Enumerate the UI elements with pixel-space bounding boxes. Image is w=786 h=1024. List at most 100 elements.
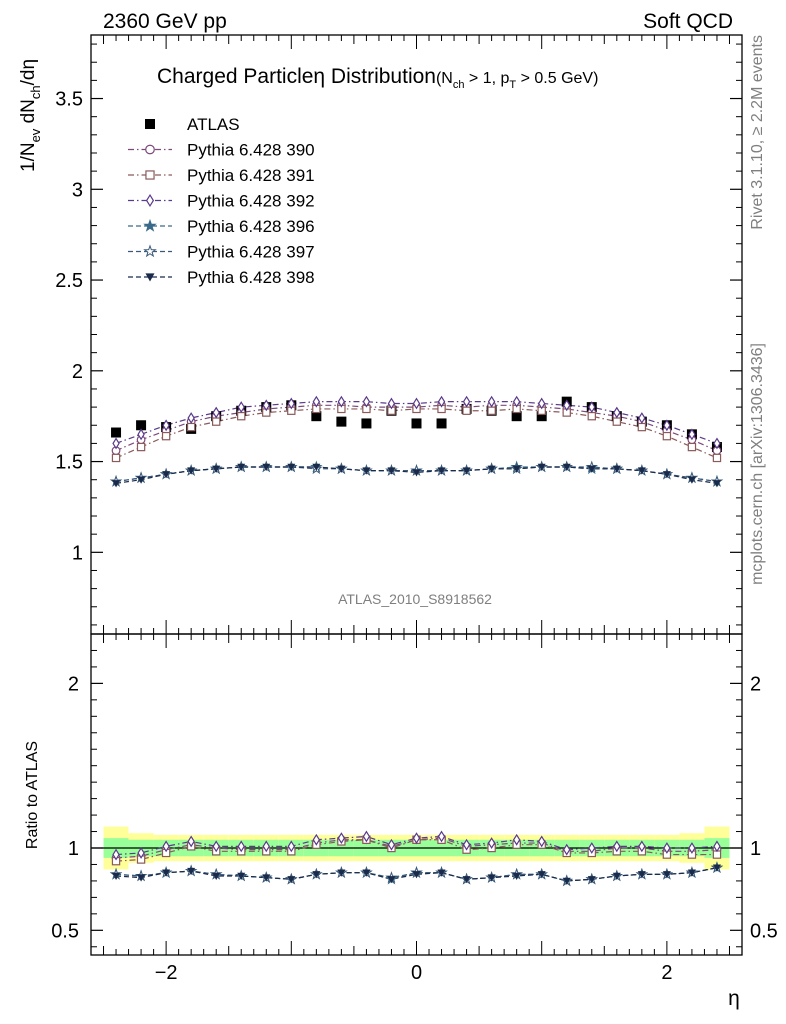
main-data-point bbox=[462, 406, 471, 415]
ratio-data-point bbox=[537, 871, 546, 879]
ratio-data-point bbox=[487, 837, 496, 849]
ratio-data-point bbox=[287, 876, 296, 884]
ratio-data-point bbox=[387, 876, 396, 884]
ratio-panel: −2 0 2 0.5 0.5 1 1 2 2 bbox=[51, 633, 778, 984]
main-data-point bbox=[688, 428, 696, 441]
main-data-point bbox=[662, 471, 671, 479]
main-data-point bbox=[511, 411, 522, 422]
x-tick-label: 0 bbox=[411, 962, 422, 984]
main-data-point bbox=[612, 465, 621, 473]
ratio-data-point bbox=[337, 832, 346, 845]
ratio-data-point bbox=[587, 876, 596, 884]
y-axis-label-ratio: Ratio to ATLAS bbox=[24, 741, 41, 849]
ratio-data-point bbox=[713, 840, 721, 853]
main-data-point bbox=[362, 467, 371, 475]
ratio-data-point bbox=[412, 832, 421, 845]
main-data-point bbox=[211, 417, 221, 426]
ratio-data-point bbox=[337, 869, 346, 877]
main-data-point bbox=[487, 395, 496, 408]
main-panel: 1 1.5 2 2.5 3 3.5 bbox=[55, 34, 743, 635]
legend-marker bbox=[145, 119, 155, 129]
ratio-data-point bbox=[212, 840, 220, 853]
main-data-point bbox=[111, 453, 121, 463]
main-data-point bbox=[588, 401, 596, 414]
main-data-point bbox=[187, 412, 195, 424]
header-right: Soft QCD bbox=[643, 10, 733, 33]
ratio-data-point bbox=[137, 874, 146, 882]
main-data-point bbox=[311, 411, 322, 422]
legend-marker bbox=[145, 144, 155, 155]
ratio-data-point bbox=[462, 876, 471, 884]
main-data-point bbox=[186, 422, 196, 432]
ratio-data-point bbox=[712, 864, 721, 872]
legend-label: Pythia 6.428 392 bbox=[187, 192, 315, 211]
main-data-point bbox=[412, 469, 421, 477]
ratio-data-point bbox=[562, 877, 571, 885]
main-data-point bbox=[687, 476, 696, 484]
main-data-point bbox=[537, 397, 546, 410]
ratio-data-point bbox=[638, 840, 646, 853]
legend-label: Pythia 6.428 398 bbox=[187, 268, 315, 287]
legend-label: Pythia 6.428 396 bbox=[187, 217, 315, 236]
legend-label: Pythia 6.428 390 bbox=[187, 141, 315, 160]
ratio-data-point bbox=[112, 848, 120, 861]
mcplots-label: mcplots.cern.ch [arXiv:1306.3436] bbox=[749, 343, 766, 585]
main-data-point bbox=[436, 418, 447, 429]
main-data-point bbox=[387, 467, 396, 475]
ratio-y-tick-label: 2 bbox=[68, 673, 79, 695]
legend-marker bbox=[145, 273, 155, 282]
main-data-point bbox=[637, 467, 646, 475]
main-data-point bbox=[137, 428, 145, 441]
x-axis-label: η bbox=[728, 987, 740, 1010]
ratio-data-point bbox=[387, 838, 396, 851]
ratio-y-tick-label: 0.5 bbox=[51, 920, 79, 942]
main-data-point bbox=[312, 395, 321, 408]
ratio-data-point bbox=[312, 833, 321, 846]
x-tick-label: −2 bbox=[155, 962, 178, 984]
legend: ATLAS Pythia 6.428 390 Pythia 6.428 391 Pyt… bbox=[128, 115, 315, 287]
legend-marker bbox=[145, 170, 155, 180]
main-data-point bbox=[613, 406, 621, 419]
legend-marker bbox=[143, 244, 157, 258]
ratio-data-point bbox=[512, 872, 521, 880]
main-data-point bbox=[262, 463, 271, 472]
main-data-point bbox=[312, 463, 321, 472]
ratio-data-point bbox=[412, 871, 421, 879]
main-data-point bbox=[137, 476, 146, 484]
main-data-point bbox=[512, 465, 521, 473]
main-data-point bbox=[587, 411, 596, 421]
ratio-data-point bbox=[612, 872, 621, 880]
main-data-point bbox=[337, 395, 346, 408]
main-data-point bbox=[162, 471, 171, 479]
main-data-point bbox=[287, 397, 296, 410]
y-tick-label: 2 bbox=[72, 361, 83, 383]
ratio-data-point bbox=[237, 872, 246, 880]
main-data-point bbox=[361, 418, 372, 429]
main-data-point bbox=[462, 395, 471, 408]
ratio-data-point bbox=[287, 840, 296, 853]
main-data-point bbox=[412, 397, 421, 410]
main-data-point bbox=[587, 465, 596, 473]
main-data-point bbox=[287, 463, 296, 472]
main-data-point bbox=[411, 418, 422, 429]
main-data-point bbox=[111, 427, 122, 438]
legend-label: Pythia 6.428 391 bbox=[187, 166, 315, 185]
main-data-point bbox=[387, 397, 396, 410]
main-data-point bbox=[536, 411, 547, 422]
main-data-point bbox=[713, 437, 721, 450]
ratio-data-point bbox=[162, 840, 170, 853]
ratio-data-point bbox=[237, 840, 245, 853]
ratio-data-point bbox=[137, 847, 145, 859]
ratio-data-point bbox=[662, 871, 671, 879]
ratio-data-point bbox=[663, 842, 671, 854]
ratio-y-tick-label-right: 0.5 bbox=[750, 920, 778, 942]
ratio-data-point bbox=[537, 835, 546, 848]
main-data-point bbox=[136, 442, 146, 452]
y-tick-label: 3 bbox=[72, 179, 83, 201]
main-series-line bbox=[115, 408, 718, 459]
ratio-data-point bbox=[262, 840, 270, 853]
main-data-point bbox=[663, 419, 671, 432]
main-data-point bbox=[712, 480, 721, 488]
main-data-point bbox=[161, 431, 171, 441]
